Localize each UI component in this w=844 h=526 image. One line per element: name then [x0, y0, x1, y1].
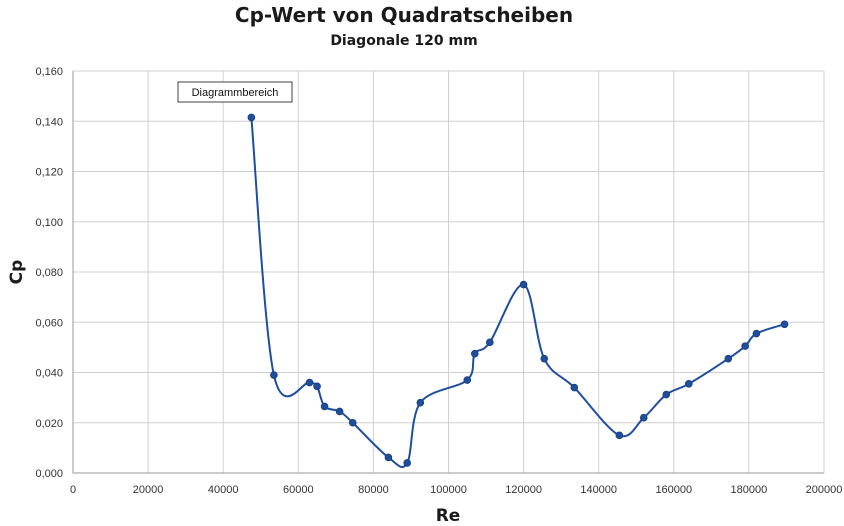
data-point[interactable]	[519, 280, 528, 289]
y-tick-labels: 0,000 0,020 0,040 0,060 0,080 0,100 0,120 0,140…	[35, 66, 63, 480]
data-point[interactable]	[639, 413, 648, 422]
x-tick-label: 160000	[655, 484, 692, 496]
y-axis-title: Cp	[7, 260, 27, 285]
y-tick-label: 0,080	[35, 267, 63, 279]
series-cp	[247, 113, 789, 468]
y-tick-label: 0,060	[35, 317, 63, 329]
x-tick-label: 180000	[731, 484, 768, 496]
y-tick-label: 0,000	[35, 468, 63, 480]
y-tick-label: 0,160	[35, 66, 63, 78]
tooltip-box	[177, 81, 293, 103]
data-point[interactable]	[403, 459, 411, 467]
data-point[interactable]	[540, 354, 549, 363]
x-tick-label: 120000	[505, 484, 542, 496]
axes	[72, 71, 824, 474]
x-tick-label: 20000	[133, 484, 164, 496]
y-tick-label: 0,040	[35, 368, 63, 380]
data-point[interactable]	[470, 349, 479, 358]
data-point[interactable]	[570, 383, 579, 392]
data-point[interactable]	[486, 338, 494, 347]
y-tick-label: 0,120	[35, 167, 63, 179]
x-tick-label: 100000	[430, 484, 467, 496]
data-point[interactable]	[320, 402, 329, 411]
tooltip-label: Diagrammbereich	[192, 87, 279, 99]
data-point[interactable]	[780, 320, 789, 329]
chart-area-tooltip: Diagrammbereich	[177, 81, 293, 103]
x-tick-label: 60000	[283, 484, 314, 496]
data-point[interactable]	[305, 378, 314, 387]
data-point[interactable]	[416, 398, 425, 407]
data-point[interactable]	[463, 376, 472, 384]
series-line	[250, 117, 785, 468]
data-point[interactable]	[724, 354, 733, 363]
chart-title: Cp-Wert von Quadratscheiben	[235, 3, 573, 27]
y-tick-label: 0,020	[35, 418, 63, 430]
data-point[interactable]	[685, 380, 693, 388]
x-tick-labels: 0 20000 40000 60000 80000 100000 120000 140000 1…	[70, 484, 842, 496]
x-axis-title: Re	[436, 506, 461, 526]
x-tick-label: 80000	[358, 484, 389, 496]
data-point[interactable]	[752, 329, 761, 338]
data-point[interactable]	[384, 453, 393, 462]
x-tick-label: 200000	[806, 484, 843, 496]
x-tick-label: 140000	[580, 484, 617, 496]
chart-subtitle: Diagonale 120 mm	[330, 33, 477, 49]
grid	[72, 70, 825, 474]
data-point[interactable]	[348, 418, 357, 427]
data-point[interactable]	[270, 371, 278, 379]
y-tick-label: 0,100	[35, 217, 63, 229]
data-point[interactable]	[662, 390, 671, 399]
data-point[interactable]	[313, 382, 321, 391]
y-tick-label: 0,140	[35, 116, 63, 128]
data-point[interactable]	[741, 342, 749, 350]
data-point[interactable]	[335, 407, 344, 416]
x-tick-label: 0	[70, 484, 76, 496]
data-point[interactable]	[615, 431, 624, 440]
x-tick-label: 40000	[208, 484, 239, 496]
data-point[interactable]	[247, 113, 256, 122]
